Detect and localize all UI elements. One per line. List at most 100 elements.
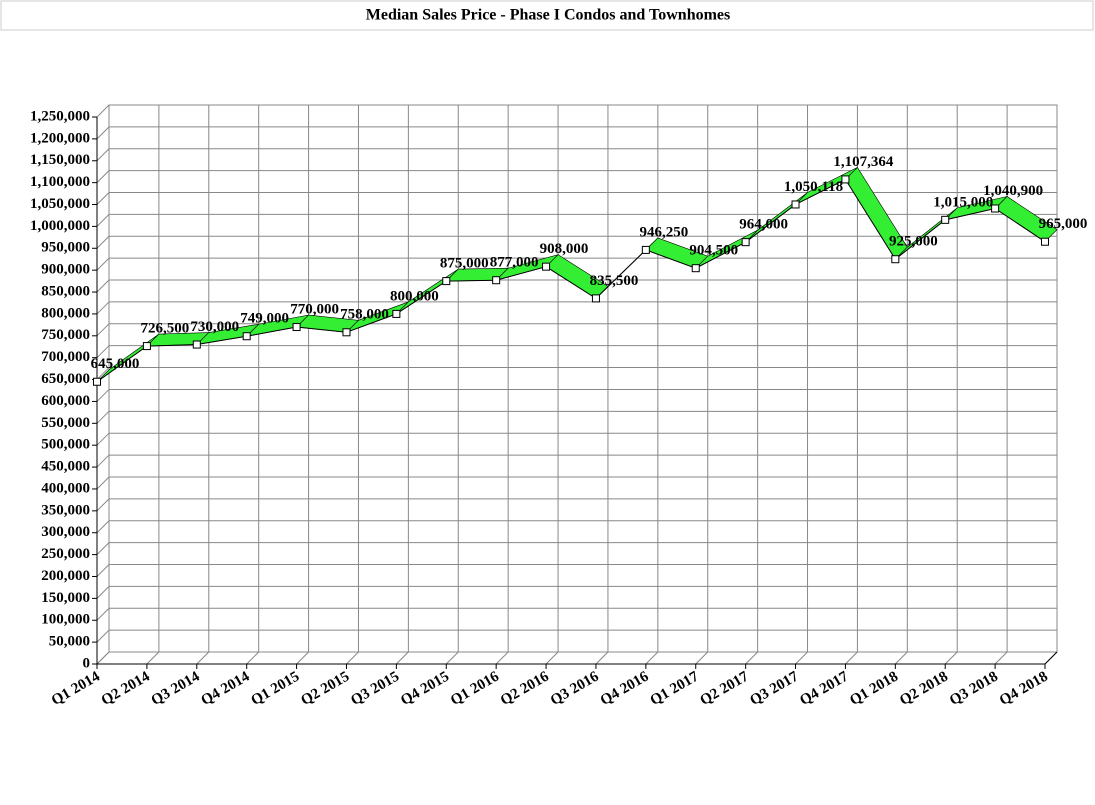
value-label: 1,107,364 [833, 154, 894, 170]
marker [292, 323, 301, 332]
x-tick-label: Q3 2015 [348, 669, 402, 709]
grid-line [96, 126, 110, 140]
grid-line [845, 651, 858, 665]
y-tick-label: 700,000 [41, 349, 90, 365]
value-label: 877,000 [490, 255, 539, 271]
y-tick-label: 750,000 [41, 327, 90, 343]
marker [392, 309, 401, 318]
marker [691, 264, 700, 273]
grid-line [96, 345, 110, 359]
grid-line [96, 104, 110, 118]
grid-line [146, 651, 160, 665]
y-tick-label: 800,000 [41, 305, 90, 321]
value-label: 726,500 [141, 321, 190, 337]
grid-line [944, 651, 958, 665]
marker [542, 262, 551, 271]
value-label: 1,040,900 [983, 183, 1043, 199]
y-tick-label: 1,250,000 [30, 108, 90, 124]
grid-line [495, 651, 509, 665]
grid-line [296, 651, 309, 665]
value-label: 1,015,000 [933, 194, 993, 210]
grid-line [96, 476, 110, 490]
marker [741, 238, 750, 247]
x-tick-label: Q4 2015 [398, 669, 452, 709]
marker [591, 294, 600, 303]
grid-line [445, 651, 459, 665]
grid-line [96, 498, 110, 512]
y-tick-label: 0 [83, 655, 91, 671]
grid-line [96, 454, 110, 468]
grid-line [994, 651, 1008, 665]
grid-line [96, 279, 110, 293]
value-label: 925,000 [889, 234, 938, 250]
line [96, 178, 1046, 383]
grid-line [96, 367, 110, 380]
y-tick-label: 200,000 [41, 568, 90, 584]
back-wall [108, 104, 1058, 653]
chart-title: Median Sales Price - Phase I Condos and … [366, 7, 731, 24]
y-tick-label: 1,200,000 [30, 130, 90, 146]
y-tick-label: 900,000 [41, 262, 90, 278]
grid-line [96, 564, 110, 577]
value-label: 758,000 [340, 307, 389, 323]
y-tick-label: 350,000 [41, 502, 90, 518]
x-tick-label: Q2 2016 [498, 668, 552, 709]
grid-line [96, 520, 110, 534]
y-tick-label: 950,000 [41, 240, 90, 256]
value-label: 770,000 [290, 301, 339, 317]
marker [342, 328, 351, 337]
y-tick-label: 600,000 [41, 393, 90, 409]
value-label: 908,000 [540, 241, 589, 257]
y-tick-label: 1,100,000 [30, 174, 90, 190]
marker [492, 276, 501, 285]
grid-line [96, 214, 110, 227]
y-tick-label: 850,000 [41, 283, 90, 299]
grid-line [196, 651, 210, 665]
x-tick-label: Q3 2018 [947, 669, 1001, 709]
grid-line [96, 389, 110, 402]
x-tick-label: Q1 2015 [248, 669, 302, 709]
value-label: 730,000 [190, 319, 239, 335]
value-label: 964,000 [739, 217, 788, 233]
x-tick-label: Q1 2017 [648, 668, 702, 709]
grid-line [595, 651, 609, 665]
x-axis-depth [1044, 651, 1058, 665]
value-label: 835,500 [590, 273, 639, 289]
marker [641, 245, 650, 254]
x-tick-label: Q3 2016 [548, 668, 602, 709]
x-tick-label: Q2 2014 [99, 668, 153, 709]
marker [991, 204, 1000, 213]
grid-line [346, 651, 359, 665]
value-label: 645,000 [91, 356, 140, 372]
grid-line [645, 651, 659, 665]
y-tick-label: 1,150,000 [30, 152, 90, 168]
x-tick-label: Q4 2018 [997, 669, 1051, 709]
value-label: 904,500 [689, 243, 738, 259]
x-tick-label: Q1 2018 [847, 669, 901, 709]
x-tick-label: Q4 2016 [598, 668, 652, 709]
y-tick-label: 400,000 [41, 480, 90, 496]
marker [891, 255, 900, 264]
y-tick-label: 650,000 [41, 371, 90, 387]
y-tick-label: 150,000 [41, 590, 90, 606]
grid-line [96, 170, 110, 183]
grid-line [96, 148, 110, 162]
grid-line [96, 629, 110, 643]
grid-line [96, 651, 110, 665]
y-tick-label: 1,000,000 [30, 218, 90, 234]
x-tick-label: Q4 2017 [797, 668, 851, 709]
y-tick-label: 50,000 [49, 634, 90, 650]
marker [442, 277, 451, 286]
grid-line [795, 651, 808, 665]
marker [841, 175, 850, 184]
value-label: 749,000 [240, 311, 289, 327]
y-tick-label: 500,000 [41, 437, 90, 453]
grid-line [96, 432, 110, 446]
y-tick-label: 100,000 [41, 612, 90, 628]
grid-line [545, 651, 559, 665]
grid-line [246, 651, 260, 665]
grid-line [96, 192, 110, 205]
marker [941, 215, 950, 224]
x-tick-label: Q4 2014 [199, 668, 253, 709]
grid-line [396, 651, 409, 665]
